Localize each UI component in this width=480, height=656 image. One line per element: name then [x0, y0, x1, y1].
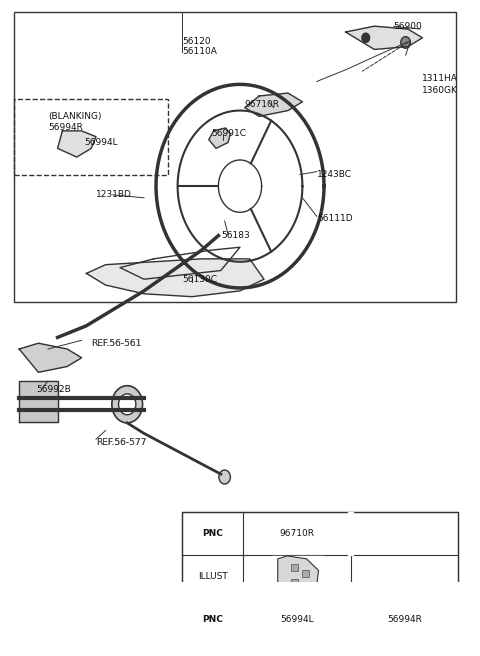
Bar — [291, 579, 299, 586]
Text: 1243BC: 1243BC — [317, 170, 352, 179]
Bar — [298, 583, 306, 590]
Polygon shape — [209, 128, 230, 148]
Text: 1231BD: 1231BD — [96, 190, 132, 199]
Text: 56130C: 56130C — [182, 275, 217, 284]
Text: 56994R: 56994R — [387, 615, 422, 624]
Polygon shape — [278, 645, 312, 656]
Text: 56991C: 56991C — [211, 129, 246, 138]
Polygon shape — [346, 26, 422, 49]
Bar — [348, 512, 353, 555]
Text: 96710R: 96710R — [279, 529, 314, 538]
Bar — [291, 564, 299, 571]
Text: 1311HA: 1311HA — [422, 74, 458, 83]
Text: REF.56-577: REF.56-577 — [96, 438, 146, 447]
Text: 56111D: 56111D — [317, 214, 352, 222]
Bar — [14, 99, 168, 174]
Circle shape — [119, 394, 136, 415]
Text: 56183: 56183 — [221, 231, 250, 240]
Bar — [302, 570, 310, 577]
Polygon shape — [86, 259, 264, 297]
Text: REF.56-561: REF.56-561 — [91, 338, 142, 348]
Circle shape — [362, 33, 370, 43]
Text: 56992B: 56992B — [36, 385, 71, 394]
Bar — [182, 512, 458, 656]
Polygon shape — [390, 645, 424, 656]
Circle shape — [401, 37, 410, 49]
Polygon shape — [19, 343, 82, 373]
Text: 56900: 56900 — [394, 22, 422, 31]
Text: REF.56-577: REF.56-577 — [96, 438, 146, 447]
Circle shape — [112, 386, 143, 423]
Text: 56994L: 56994L — [280, 615, 314, 624]
Bar — [14, 12, 456, 302]
Text: 56994L: 56994L — [84, 138, 118, 147]
Text: (BLANKING)
56994R: (BLANKING) 56994R — [48, 112, 101, 132]
Text: ILLUST: ILLUST — [198, 572, 228, 581]
Polygon shape — [245, 93, 302, 116]
Text: PNC: PNC — [203, 615, 223, 624]
Polygon shape — [278, 556, 319, 597]
Polygon shape — [58, 131, 96, 157]
Text: 96710R: 96710R — [245, 100, 280, 109]
Text: 56120
56110A: 56120 56110A — [182, 37, 217, 56]
Polygon shape — [19, 381, 58, 422]
Polygon shape — [271, 556, 324, 597]
Text: REF.56-561: REF.56-561 — [91, 338, 142, 348]
Text: PNC: PNC — [203, 529, 223, 538]
Text: 1360GK: 1360GK — [422, 86, 458, 94]
Circle shape — [219, 470, 230, 484]
